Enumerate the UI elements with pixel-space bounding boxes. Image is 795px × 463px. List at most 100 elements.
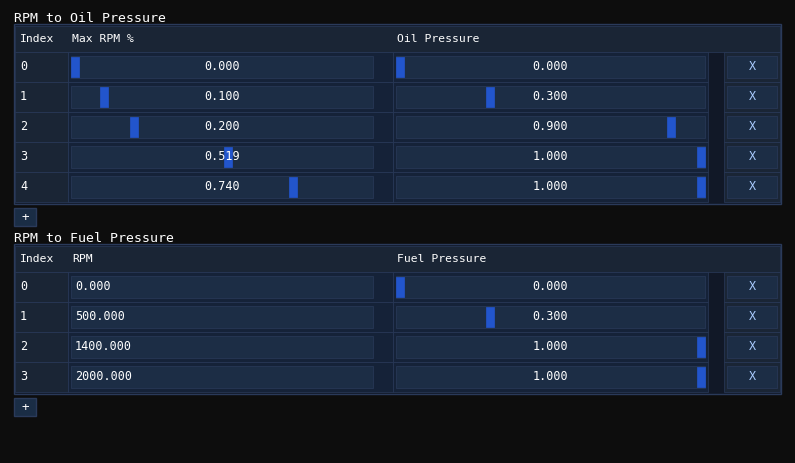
Text: 0.200: 0.200 xyxy=(204,120,240,133)
Text: RPM to Oil Pressure: RPM to Oil Pressure xyxy=(14,13,166,25)
Text: 500.000: 500.000 xyxy=(75,311,125,324)
Bar xyxy=(724,272,780,302)
Bar xyxy=(223,147,231,167)
Text: 3: 3 xyxy=(20,150,27,163)
Text: X: X xyxy=(749,181,756,194)
Bar xyxy=(727,116,777,138)
Text: Index: Index xyxy=(20,34,54,44)
Bar xyxy=(393,142,708,172)
Bar xyxy=(68,112,393,142)
Text: Max RPM %: Max RPM % xyxy=(72,34,134,44)
Bar xyxy=(396,306,705,328)
Text: 0: 0 xyxy=(20,61,27,74)
Bar xyxy=(697,147,705,167)
Bar xyxy=(15,142,68,172)
Text: 0.740: 0.740 xyxy=(204,181,240,194)
Bar xyxy=(289,177,297,197)
Text: 0.000: 0.000 xyxy=(204,61,240,74)
Bar xyxy=(71,116,373,138)
Text: 1.000: 1.000 xyxy=(533,340,568,353)
Bar xyxy=(68,142,393,172)
Text: 1: 1 xyxy=(20,311,27,324)
Bar xyxy=(15,112,68,142)
Bar xyxy=(15,52,68,82)
Bar xyxy=(68,52,393,82)
Text: 0.900: 0.900 xyxy=(533,120,568,133)
Text: 2: 2 xyxy=(20,340,27,353)
Bar xyxy=(71,86,373,108)
Text: X: X xyxy=(749,311,756,324)
Text: X: X xyxy=(749,61,756,74)
Bar xyxy=(68,272,393,302)
Bar xyxy=(724,142,780,172)
Bar xyxy=(15,82,68,112)
Bar xyxy=(15,362,68,392)
Bar xyxy=(68,332,393,362)
Bar xyxy=(396,336,705,358)
Bar xyxy=(396,146,705,168)
Bar xyxy=(667,117,675,137)
Text: X: X xyxy=(749,281,756,294)
Text: 0: 0 xyxy=(20,281,27,294)
Bar xyxy=(727,336,777,358)
Bar xyxy=(393,272,708,302)
Bar xyxy=(68,302,393,332)
Text: X: X xyxy=(749,150,756,163)
Bar xyxy=(15,302,68,332)
Bar xyxy=(14,24,781,204)
Text: 0.000: 0.000 xyxy=(533,281,568,294)
Text: 0.100: 0.100 xyxy=(204,90,240,104)
Bar xyxy=(68,112,393,142)
Bar xyxy=(396,56,705,78)
Bar xyxy=(727,176,777,198)
Text: 1.000: 1.000 xyxy=(533,181,568,194)
Text: RPM to Fuel Pressure: RPM to Fuel Pressure xyxy=(14,232,174,245)
Text: Index: Index xyxy=(20,254,54,264)
Bar xyxy=(14,244,781,394)
Bar xyxy=(396,277,404,297)
Bar xyxy=(68,362,393,392)
Bar xyxy=(68,82,393,112)
Bar xyxy=(396,57,404,77)
Bar xyxy=(727,86,777,108)
Text: 1400.000: 1400.000 xyxy=(75,340,132,353)
Bar xyxy=(393,52,708,82)
Text: 0.000: 0.000 xyxy=(75,281,111,294)
Bar xyxy=(15,172,68,202)
Text: 0.519: 0.519 xyxy=(204,150,240,163)
Bar xyxy=(71,57,79,77)
Bar xyxy=(393,332,708,362)
Bar xyxy=(724,172,780,202)
Bar xyxy=(100,87,108,107)
Bar xyxy=(697,337,705,357)
Bar xyxy=(396,86,705,108)
Bar xyxy=(15,332,68,362)
Bar xyxy=(393,362,708,392)
Bar xyxy=(14,398,36,416)
Bar xyxy=(71,336,373,358)
Bar xyxy=(727,306,777,328)
Bar xyxy=(68,172,393,202)
Text: X: X xyxy=(749,370,756,383)
Text: +: + xyxy=(21,400,29,413)
Bar xyxy=(487,307,494,327)
Bar xyxy=(724,302,780,332)
Bar xyxy=(724,82,780,112)
Bar xyxy=(724,362,780,392)
Bar xyxy=(727,366,777,388)
Bar xyxy=(727,276,777,298)
Text: 1: 1 xyxy=(20,90,27,104)
Bar xyxy=(15,272,68,302)
Bar xyxy=(71,56,373,78)
Bar xyxy=(71,176,373,198)
Bar xyxy=(71,276,373,298)
Bar xyxy=(396,176,705,198)
Text: 1.000: 1.000 xyxy=(533,150,568,163)
Bar xyxy=(727,146,777,168)
Bar xyxy=(697,367,705,387)
Bar xyxy=(697,177,705,197)
Bar xyxy=(14,208,36,226)
Bar xyxy=(393,112,708,142)
Bar xyxy=(68,142,393,172)
Bar xyxy=(71,306,373,328)
